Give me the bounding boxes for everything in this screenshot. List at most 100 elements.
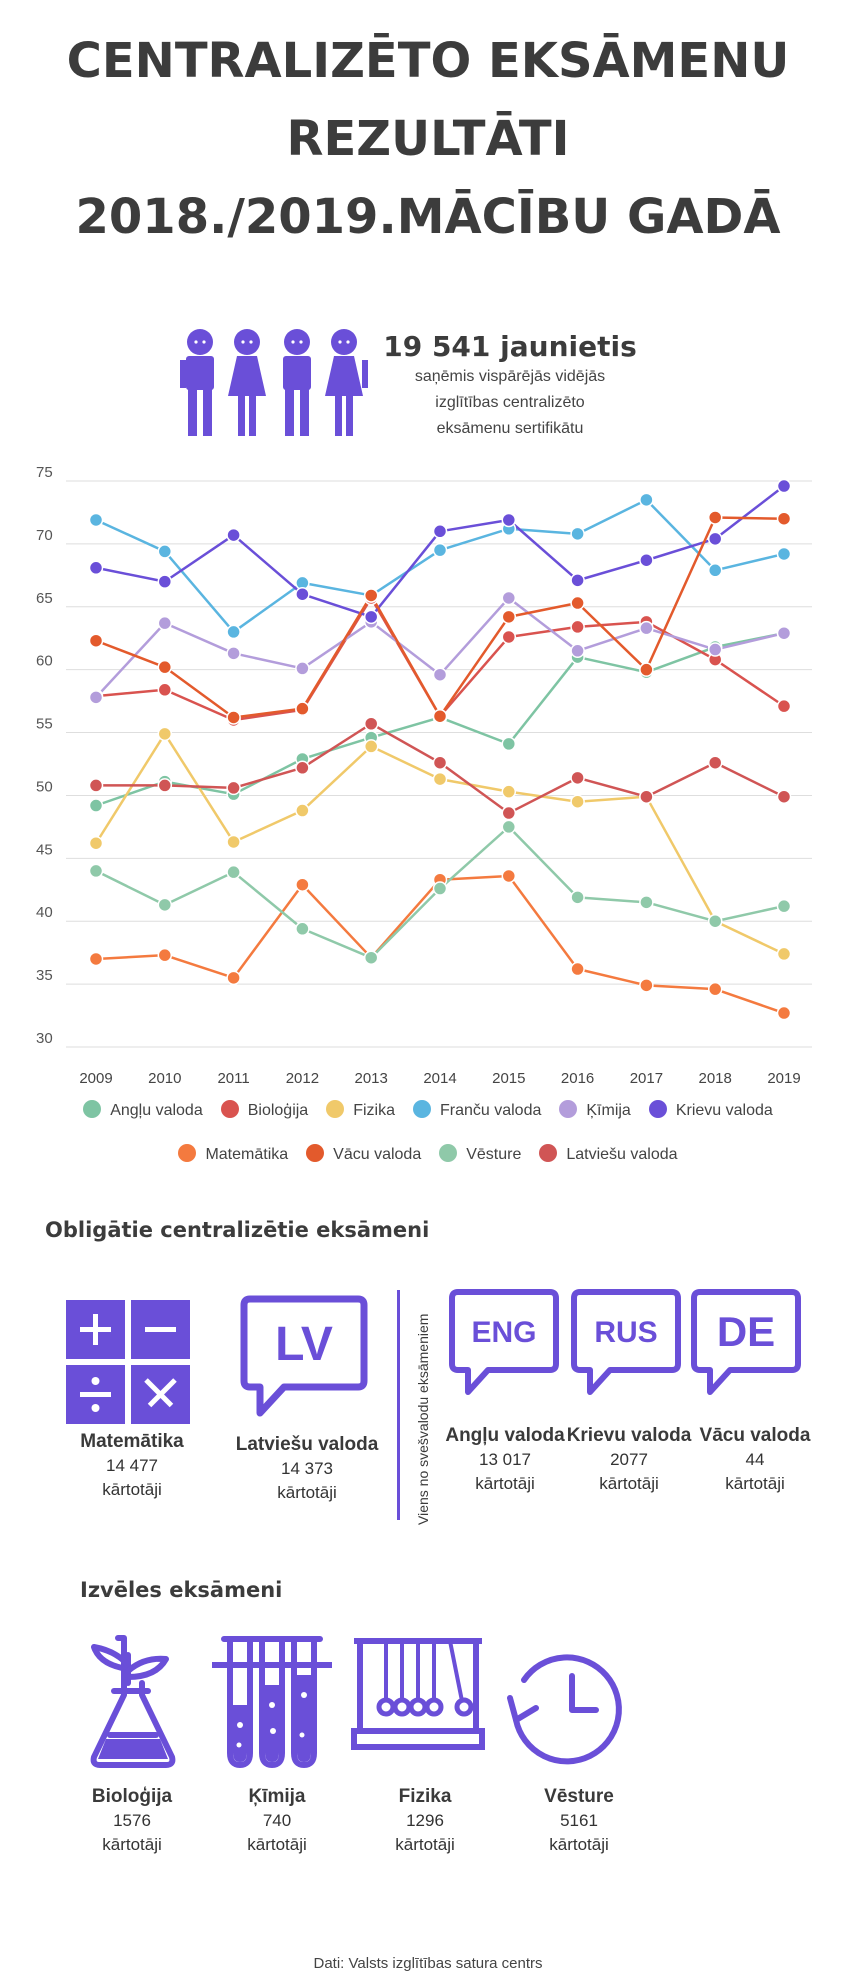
exam-count: 1576 — [113, 1811, 151, 1830]
y-tick-label: 55 — [36, 716, 53, 733]
y-tick-label: 65 — [36, 590, 53, 607]
data-point — [88, 690, 104, 705]
de-icon-text: DE — [717, 1308, 775, 1355]
legend-label: Vēsture — [466, 1146, 522, 1163]
exam-name: Angļu valoda — [445, 1425, 565, 1446]
exam-count: 44 — [745, 1450, 765, 1469]
data-point — [226, 834, 241, 850]
headline-line-3: eksāmenu sertifikātu — [436, 420, 584, 437]
legend-label: Latviešu valoda — [566, 1146, 678, 1163]
data-point — [432, 881, 448, 896]
x-tick-label: 2019 — [767, 1070, 800, 1087]
exam-unit: kārtotāji — [102, 1480, 162, 1499]
exam-kimija: Ķīmija 740 kārtotāji — [217, 1785, 337, 1857]
legend-swatch — [648, 1100, 667, 1118]
data-point — [432, 542, 448, 558]
x-tick-label: 2017 — [630, 1070, 663, 1087]
data-point — [88, 835, 104, 851]
rus-icon-text: RUS — [594, 1316, 657, 1349]
legend-swatch — [306, 1144, 325, 1162]
data-point — [363, 716, 379, 732]
legend-item: Latviešu valoda — [539, 1144, 678, 1164]
series-line-3 — [95, 498, 785, 634]
data-point — [501, 629, 517, 645]
exam-matematika: Matemātika 14 477 kārtotāji — [62, 1430, 202, 1502]
exam-name: Matemātika — [80, 1431, 184, 1452]
data-point — [570, 643, 585, 659]
exam-krievu-valoda: Krievu valoda 2077 kārtotāji — [564, 1424, 694, 1496]
exam-vesture: Vēsture 5161 kārtotāji — [519, 1785, 639, 1857]
data-point — [432, 667, 448, 682]
eng-speech-bubble-icon: ENG — [449, 1289, 559, 1395]
exam-name: Krievu valoda — [566, 1425, 692, 1446]
data-point — [226, 710, 241, 725]
data-point — [707, 913, 723, 929]
legend-item: Vēsture — [439, 1144, 521, 1164]
headline-number: 19 541 jaunietis — [383, 330, 637, 363]
page-title: CENTRALIZĒTO EKSĀMENU REZULTĀTI 2018./20… — [0, 22, 856, 256]
data-point — [88, 560, 104, 576]
data-point — [295, 701, 310, 716]
legend-label: Fizika — [353, 1102, 395, 1119]
title-line-1: CENTRALIZĒTO EKSĀMENU — [66, 33, 790, 89]
data-point — [707, 563, 723, 578]
y-tick-label: 60 — [36, 653, 53, 670]
lv-icon-text: LV — [275, 1318, 333, 1371]
exam-count: 14 477 — [106, 1456, 158, 1475]
results-line-chart: 30 35 40 45 50 55 60 65 70 75 2009 2010 2011 2012 2013… — [36, 464, 812, 1087]
data-point — [776, 698, 792, 714]
data-point — [88, 512, 104, 528]
legend-swatch — [412, 1100, 431, 1118]
data-point — [570, 770, 585, 786]
exam-unit: kārtotāji — [277, 1483, 337, 1502]
legend-swatch — [326, 1100, 345, 1118]
data-point — [776, 511, 792, 526]
x-tick-label: 2014 — [423, 1070, 456, 1087]
eng-icon-text: ENG — [471, 1316, 536, 1349]
y-tick-label: 50 — [36, 778, 53, 795]
exam-count: 2077 — [610, 1450, 648, 1469]
data-point — [570, 890, 585, 905]
legend-label: Franču valoda — [439, 1102, 542, 1119]
legend-swatch — [439, 1144, 458, 1162]
data-point — [157, 544, 173, 559]
legend-item: Franču valoda — [412, 1100, 542, 1120]
data-point — [432, 708, 448, 724]
data-point — [363, 950, 379, 965]
data-point — [363, 739, 379, 754]
data-point — [570, 619, 585, 635]
data-point — [295, 661, 310, 676]
data-point — [707, 642, 723, 657]
data-point — [432, 524, 448, 539]
data-point — [157, 897, 173, 913]
data-point — [570, 961, 585, 977]
legend-item: Bioloģija — [220, 1100, 308, 1120]
newtons-cradle-icon — [351, 1638, 485, 1750]
data-point — [707, 531, 723, 547]
legend-item: Fizika — [326, 1100, 395, 1120]
data-point — [570, 573, 585, 588]
data-point — [639, 662, 654, 677]
headline-line-2: izglītības centralizēto — [435, 394, 585, 411]
y-tick-label: 45 — [36, 841, 53, 858]
exam-unit: kārtotāji — [247, 1835, 307, 1854]
legend-label: Vācu valoda — [333, 1146, 422, 1163]
data-point — [776, 1005, 792, 1021]
plant-flask-icon — [90, 1635, 176, 1768]
data-point — [501, 805, 517, 821]
lv-speech-bubble-icon: LV — [240, 1295, 368, 1417]
data-point — [639, 978, 654, 993]
mandatory-heading: Obligātie centralizētie eksāmeni — [45, 1218, 430, 1242]
data-point — [501, 736, 517, 752]
data-point — [776, 546, 792, 562]
legend-row-2: Matemātika Vācu valoda Vēsture Latviešu val… — [0, 1144, 856, 1164]
y-tick-label: 35 — [36, 967, 53, 984]
foreign-language-note: Viens no svešvalodu eksāmeniem — [415, 1313, 431, 1525]
exam-name: Latviešu valoda — [235, 1434, 379, 1455]
data-point — [776, 478, 792, 494]
data-source: Dati: Valsts izglītības satura centrs — [313, 1955, 543, 1972]
data-point — [295, 921, 310, 937]
legend-swatch — [83, 1100, 102, 1118]
data-point — [432, 755, 448, 770]
legend-item: Ķīmija — [559, 1100, 631, 1120]
